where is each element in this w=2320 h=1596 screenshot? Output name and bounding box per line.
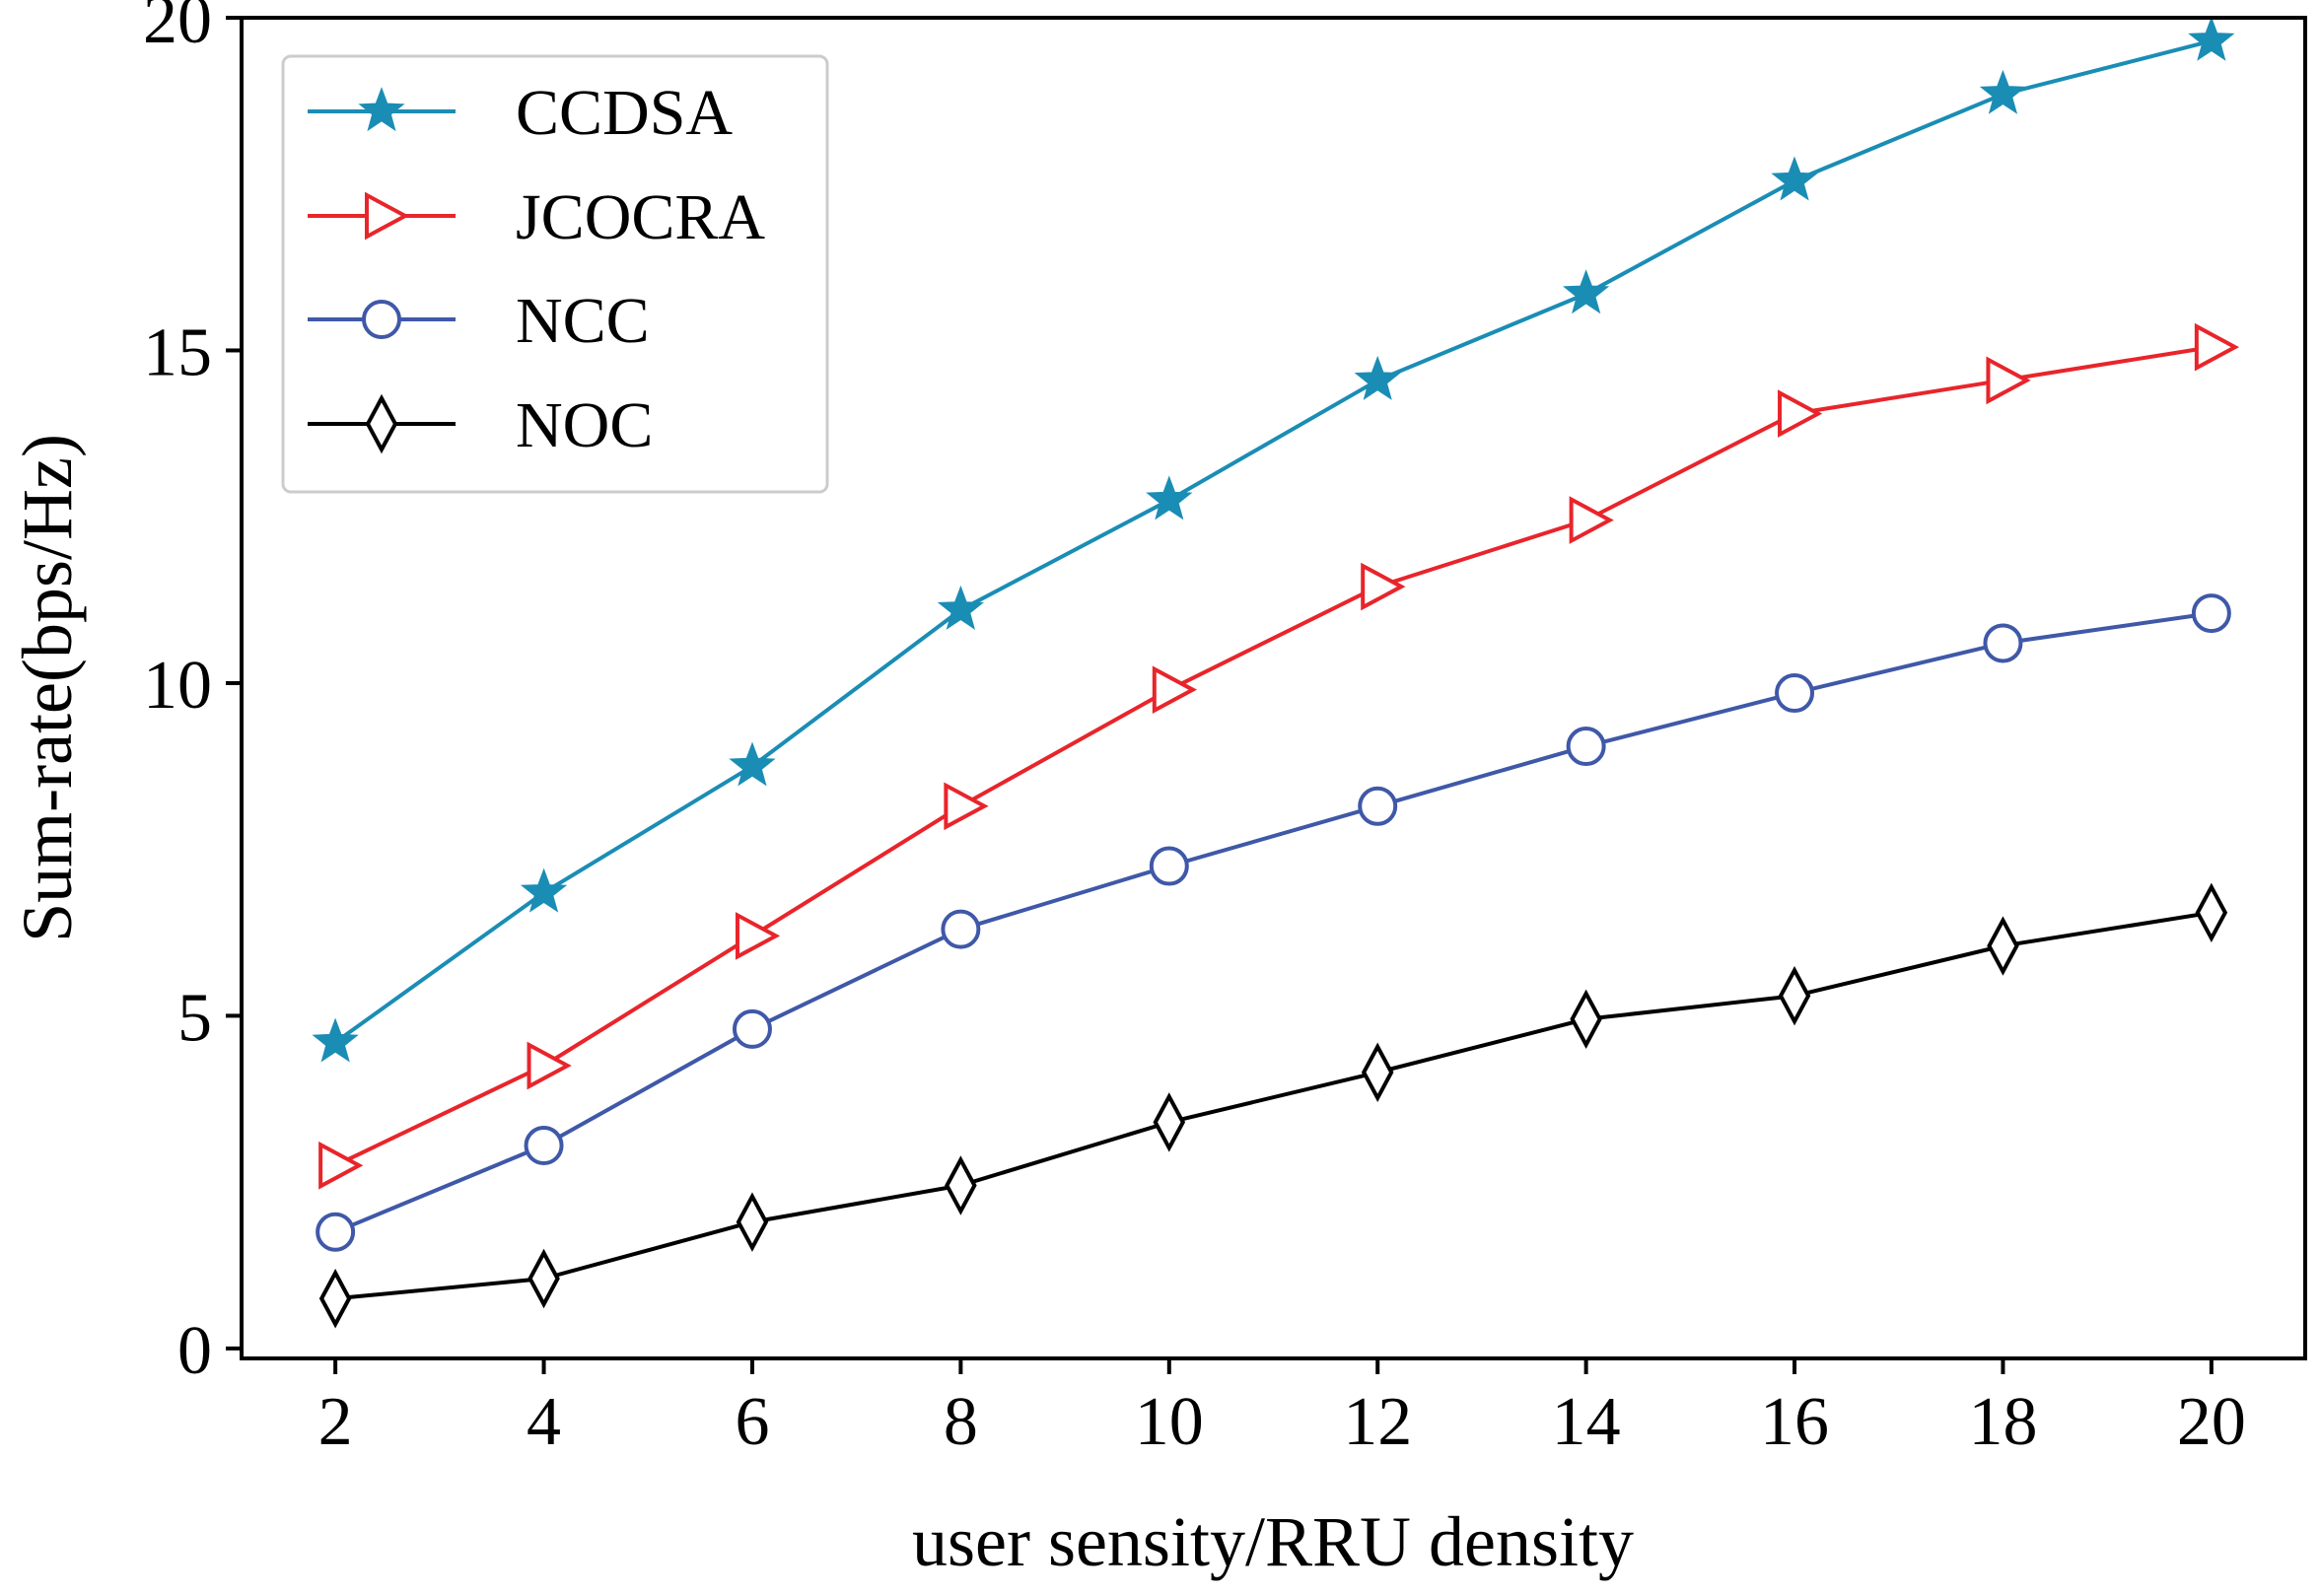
- data-point-ncc: [1149, 846, 1189, 886]
- data-point-noc: [945, 1155, 977, 1215]
- legend-label: JCOCRA: [516, 181, 765, 253]
- data-point-jcocra: [1361, 562, 1406, 611]
- data-point-jcocra: [527, 1041, 572, 1090]
- axes-frame: [240, 16, 2307, 1360]
- series-ccdsa: [312, 16, 2235, 1063]
- data-point-ncc: [524, 1126, 564, 1166]
- legend-item-noc: NOC: [308, 389, 653, 461]
- y-axis-label: Sum-rate(bps/Hz): [8, 434, 87, 942]
- x-tick-label: 16: [1760, 1384, 1829, 1460]
- data-point-jcocra: [1152, 665, 1198, 715]
- y-axis-ticks: 0 5 10 15 20: [143, 0, 242, 1389]
- x-tick-label: 14: [1552, 1384, 1621, 1460]
- data-point-jcocra: [1986, 356, 2031, 405]
- data-point-noc: [1778, 965, 1811, 1026]
- legend-marker: [365, 393, 398, 454]
- legend-label: NCC: [516, 285, 650, 357]
- data-point-jcocra: [1778, 389, 1823, 438]
- series-noc: [318, 882, 2228, 1329]
- x-tick-label: 20: [2177, 1384, 2246, 1460]
- data-point-ncc: [2191, 593, 2231, 634]
- series-jcocra: [318, 322, 2240, 1190]
- y-tick-label: 0: [177, 1313, 212, 1389]
- data-point-ncc: [732, 1008, 772, 1049]
- data-point-noc: [527, 1248, 560, 1309]
- legend: CCDSA JCOCRA NCC NOC: [281, 54, 829, 494]
- legend-item-ccdsa: CCDSA: [308, 77, 733, 149]
- data-point-jcocra: [735, 912, 781, 960]
- data-point-noc: [1153, 1092, 1186, 1152]
- data-point-ccdsa: [520, 867, 568, 913]
- data-point-ncc: [1566, 727, 1606, 767]
- legend-item-ncc: NCC: [308, 285, 650, 357]
- legend-box: [281, 54, 829, 494]
- data-point-ncc: [941, 909, 981, 949]
- data-point-noc: [2195, 882, 2228, 943]
- x-tick-label: 8: [944, 1384, 978, 1460]
- data-point-ccdsa: [1771, 156, 1818, 201]
- plot-series: [312, 16, 2240, 1329]
- data-point-ccdsa: [312, 1017, 359, 1063]
- data-point-ncc: [316, 1212, 356, 1252]
- data-point-noc: [1987, 916, 2019, 976]
- data-point-ccdsa: [1563, 269, 1610, 314]
- y-tick-label: 5: [177, 980, 212, 1056]
- x-tick-label: 18: [1968, 1384, 2037, 1460]
- series-line-ncc: [334, 611, 2213, 1234]
- legend-label: CCDSA: [516, 77, 733, 149]
- data-point-jcocra: [2194, 322, 2240, 372]
- x-tick-label: 4: [527, 1384, 561, 1460]
- x-axis-label: user sensity/RRU density: [912, 1502, 1634, 1581]
- data-point-ncc: [1775, 673, 1815, 714]
- data-point-ncc: [1358, 786, 1398, 826]
- y-tick-label: 10: [143, 648, 212, 724]
- y-tick-label: 20: [143, 0, 212, 58]
- data-point-jcocra: [1569, 496, 1614, 544]
- x-tick-label: 10: [1135, 1384, 1204, 1460]
- legend-label: NOC: [516, 389, 653, 461]
- data-point-ccdsa: [1146, 475, 1193, 520]
- legend-item-jcocra: JCOCRA: [308, 181, 765, 253]
- legend-marker: [358, 87, 405, 132]
- data-point-noc: [1361, 1042, 1394, 1102]
- x-tick-label: 2: [318, 1384, 353, 1460]
- series-line-noc: [334, 910, 2213, 1301]
- legend-marker: [362, 300, 401, 339]
- data-point-jcocra: [944, 782, 989, 831]
- data-point-ccdsa: [729, 741, 776, 787]
- series-line-ccdsa: [333, 38, 2213, 1045]
- series-ncc: [316, 593, 2231, 1252]
- data-point-ncc: [1983, 623, 2023, 663]
- y-tick-label: 15: [143, 314, 212, 390]
- data-point-ccdsa: [1354, 355, 1401, 400]
- data-point-noc: [1570, 989, 1602, 1049]
- data-point-ccdsa: [1979, 69, 2027, 114]
- data-point-ccdsa: [937, 585, 984, 630]
- data-point-noc: [736, 1192, 769, 1252]
- x-axis-ticks: 2 4 6 8 10 12 14 16 18 20: [318, 1358, 2246, 1460]
- series-line-jcocra: [334, 345, 2213, 1168]
- x-tick-label: 12: [1343, 1384, 1412, 1460]
- data-point-jcocra: [318, 1141, 364, 1190]
- x-tick-label: 6: [735, 1384, 769, 1460]
- data-point-ccdsa: [2188, 16, 2235, 61]
- legend-marker: [365, 191, 410, 241]
- data-point-noc: [318, 1269, 352, 1329]
